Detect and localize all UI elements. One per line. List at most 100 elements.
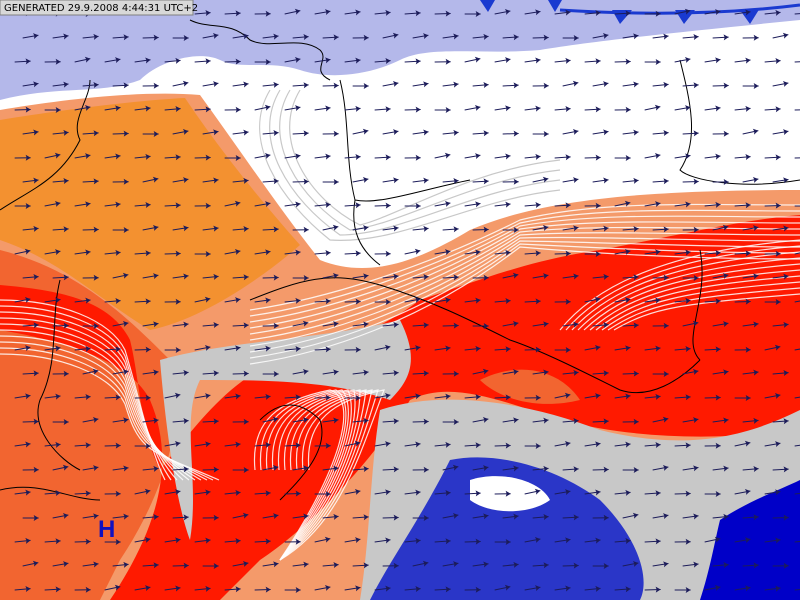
arrow-head <box>775 585 781 592</box>
wind-arrow <box>202 418 219 425</box>
arrow-head <box>714 9 721 16</box>
wind-arrow <box>202 370 219 377</box>
arrow-head <box>385 537 391 544</box>
arrow-head <box>63 178 69 185</box>
arrow-head <box>84 56 91 63</box>
arrow-head <box>393 321 399 328</box>
arrow-head <box>302 417 309 424</box>
arrow-head <box>565 106 571 113</box>
wind-arrow <box>292 130 309 137</box>
wind-arrow <box>472 178 489 185</box>
arrow-head <box>723 513 729 520</box>
wind-arrow <box>464 345 481 352</box>
wind-arrow <box>322 179 339 185</box>
arrow-head <box>123 82 129 89</box>
arrow-head <box>153 131 159 137</box>
wind-arrow <box>344 440 361 447</box>
wind-arrow <box>292 275 309 281</box>
arrow-head <box>333 82 339 89</box>
wind-arrow <box>232 370 249 377</box>
contour-line <box>269 89 561 236</box>
wind-arrow <box>44 249 61 256</box>
arrow-head <box>235 10 241 17</box>
arrow-head <box>513 130 519 137</box>
arrow-head <box>505 298 511 305</box>
wind-arrow <box>292 368 309 375</box>
wind-arrow <box>742 321 759 328</box>
arrow-shaft <box>794 12 800 15</box>
arrow-head <box>453 129 459 136</box>
arrow-head <box>572 128 579 135</box>
contour-line <box>249 236 800 347</box>
arrow-head <box>295 297 301 304</box>
arrow-head <box>633 467 639 473</box>
wind-arrow <box>262 226 279 233</box>
wind-arrow <box>352 128 369 135</box>
arrow-head <box>415 58 421 65</box>
arrow-head <box>534 585 541 592</box>
arrow-head <box>303 178 309 185</box>
wind-arrow <box>524 250 541 257</box>
wind-arrow <box>584 441 601 448</box>
wind-arrow <box>352 176 369 183</box>
wind-arrow <box>232 560 249 567</box>
arrow-head <box>423 274 429 281</box>
wind-arrow <box>172 80 189 87</box>
arrow-shaft <box>794 395 800 399</box>
arrow-head <box>144 488 151 495</box>
arrow-head <box>174 392 181 399</box>
wind-arrow <box>584 154 601 161</box>
arrow-head <box>295 201 301 208</box>
arrow-head <box>625 155 631 161</box>
wind-arrow <box>682 34 699 41</box>
arrow-head <box>385 299 391 305</box>
arrow-head <box>783 466 789 473</box>
arrow-head <box>625 538 631 545</box>
arrow-head <box>265 249 271 256</box>
arrow-head <box>572 177 579 184</box>
wind-arrow <box>22 129 39 136</box>
wind-arrow <box>322 562 339 569</box>
wind-arrow <box>494 201 511 208</box>
arrow-head <box>453 226 459 233</box>
arrow-head <box>513 34 519 41</box>
wind-arrow <box>82 368 99 375</box>
wind-arrow <box>472 226 489 233</box>
arrow-head <box>145 250 151 257</box>
arrow-head <box>535 298 541 305</box>
arrow-head <box>63 81 69 88</box>
arrow-head <box>303 34 309 41</box>
wind-arrow <box>554 537 571 544</box>
arrow-head <box>452 561 459 568</box>
arrow-head <box>324 9 331 16</box>
arrow-head <box>655 490 661 497</box>
wind-arrow <box>44 297 61 304</box>
arrow-head <box>505 153 511 160</box>
front-tooth <box>675 10 695 24</box>
wind-arrow <box>22 322 39 329</box>
wind-arrow <box>382 80 399 87</box>
arrow-head <box>483 33 489 40</box>
arrow-head <box>333 130 339 137</box>
arrow-head <box>745 250 751 257</box>
wind-arrow <box>682 513 699 520</box>
wind-arrow <box>322 272 339 279</box>
wind-arrow <box>112 272 129 279</box>
wind-arrow <box>344 346 361 353</box>
contour-line <box>249 240 800 353</box>
arrow-head <box>85 297 91 304</box>
arrow-head <box>63 274 69 281</box>
wind-arrow <box>494 584 511 591</box>
wind-arrow <box>622 177 639 184</box>
arrow-head <box>565 585 571 592</box>
arrow-shaft <box>794 250 800 255</box>
wind-arrow <box>374 537 391 544</box>
arrow-head <box>745 395 751 401</box>
wind-arrow <box>772 129 789 136</box>
wind-arrow <box>472 323 489 329</box>
wind-arrow <box>532 369 549 376</box>
wind-arrow <box>464 538 481 545</box>
arrow-head <box>93 178 99 185</box>
wind-arrow <box>464 104 481 111</box>
arrow-head <box>355 585 361 592</box>
